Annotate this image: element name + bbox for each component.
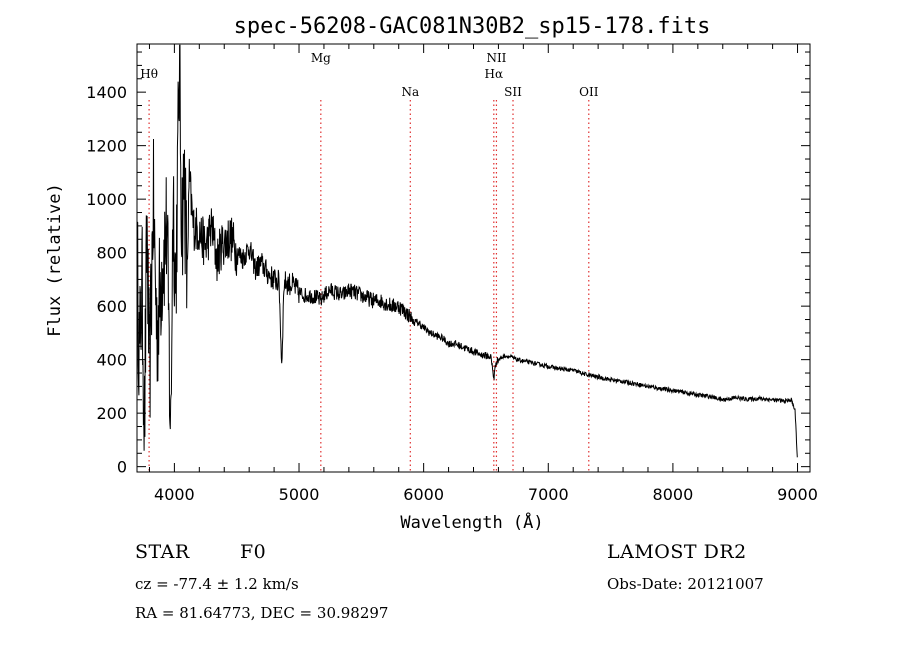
radial-velocity: cz = -77.4 ± 1.2 km/s [135,575,299,593]
y-axis-label: Flux (relative) [45,183,65,337]
y-tick-label: 0 [117,458,127,477]
spectral-line-label: Hθ [140,67,158,81]
y-tick-label: 200 [96,404,127,423]
x-tick-label: 9000 [777,485,818,504]
spectral-line-label: Hα [485,67,504,81]
spectrum-line [136,44,798,458]
spectral-line-label: SII [504,85,522,99]
spectral-line-label: Mg [311,51,331,65]
survey-name: LAMOST DR2 [607,541,747,563]
chart-title: spec-56208-GAC081N30B2_sp15-178.fits [234,14,711,39]
x-tick-label: 5000 [279,485,320,504]
x-tick-label: 8000 [653,485,694,504]
spectral-line-label: Na [401,85,419,99]
y-tick-label: 1400 [86,83,127,102]
y-tick-label: 400 [96,351,127,370]
y-tick-label: 1200 [86,137,127,156]
observation-date: Obs-Date: 20121007 [607,575,764,593]
spectral-subclass: F0 [240,541,267,563]
object-type: STAR [135,541,190,563]
y-tick-label: 800 [96,244,127,263]
x-tick-label: 6000 [403,485,444,504]
y-tick-label: 600 [96,297,127,316]
spectral-line-label: OII [579,85,599,99]
y-tick-label: 1000 [86,190,127,209]
x-axis-label: Wavelength (Å) [400,511,543,533]
x-tick-label: 7000 [528,485,569,504]
x-tick-label: 4000 [154,485,195,504]
spectral-line-label: NII [486,51,506,65]
coordinates: RA = 81.64773, DEC = 30.98297 [135,604,389,622]
